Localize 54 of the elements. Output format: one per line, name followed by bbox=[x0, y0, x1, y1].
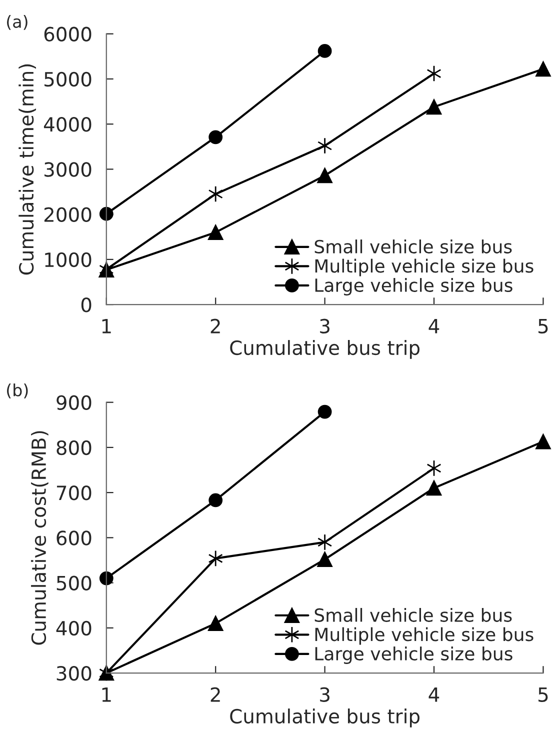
point bbox=[317, 534, 332, 551]
point bbox=[208, 493, 223, 508]
x-tick-label: 5 bbox=[538, 319, 548, 334]
point bbox=[208, 224, 224, 240]
point bbox=[317, 552, 332, 567]
point bbox=[208, 550, 223, 567]
x-tick-label: 2 bbox=[210, 687, 220, 702]
x-tick-label: 1 bbox=[102, 319, 111, 334]
y-tick-label: 700 bbox=[56, 486, 92, 500]
point bbox=[318, 404, 332, 419]
y-tick-label: 5000 bbox=[44, 72, 92, 87]
x-tick-label: 3 bbox=[320, 687, 330, 702]
point bbox=[536, 61, 551, 77]
point bbox=[317, 168, 332, 184]
y-axis-title: Cumulative time(min) bbox=[18, 64, 36, 275]
y-tick-label: 600 bbox=[56, 530, 92, 546]
point bbox=[426, 480, 442, 496]
x-tick-label: 5 bbox=[538, 688, 548, 702]
legend-label: Small vehicle size bus bbox=[314, 608, 512, 622]
legend-label: Multiple vehicle size bus bbox=[315, 258, 534, 276]
y-tick-label: 900 bbox=[56, 395, 92, 410]
legend-label: Small vehicle size bus bbox=[314, 240, 512, 254]
point bbox=[208, 130, 223, 144]
y-axis-title: Cumulative cost(RMB) bbox=[31, 431, 48, 645]
point bbox=[318, 44, 332, 58]
y-tick-label: 400 bbox=[56, 620, 92, 636]
x-axis-title: Cumulative bus trip bbox=[230, 708, 420, 728]
point bbox=[317, 137, 332, 154]
y-tick-label: 4000 bbox=[44, 117, 92, 132]
x-tick-label: 2 bbox=[210, 318, 220, 334]
y-tick-label: 0 bbox=[81, 298, 92, 312]
y-tick-label: 3000 bbox=[44, 162, 92, 177]
y-tick-label: 800 bbox=[56, 440, 92, 456]
y-tick-label: 2000 bbox=[44, 207, 92, 222]
legend-label: Multiple vehicle size bus bbox=[315, 627, 534, 645]
point bbox=[208, 616, 224, 632]
x-tick-label: 4 bbox=[428, 319, 440, 334]
x-axis-title: Cumulative bus trip bbox=[230, 340, 420, 359]
y-tick-label: 300 bbox=[56, 666, 92, 681]
y-tick-label: 6000 bbox=[44, 26, 92, 42]
chart-title: (b) bbox=[7, 384, 28, 398]
x-tick-label: 4 bbox=[428, 688, 440, 702]
point bbox=[208, 186, 223, 202]
chart-title: (a) bbox=[7, 15, 28, 30]
point bbox=[99, 206, 114, 221]
y-tick-label: 1000 bbox=[45, 252, 92, 268]
x-tick-label: 3 bbox=[320, 318, 330, 334]
y-tick-label: 500 bbox=[56, 576, 92, 590]
legend-label: Large vehicle size bus bbox=[315, 646, 512, 664]
x-tick-label: 1 bbox=[102, 688, 111, 702]
legend-label: Large vehicle size bus bbox=[315, 278, 512, 296]
point bbox=[426, 99, 442, 115]
point bbox=[536, 434, 551, 450]
point bbox=[99, 571, 114, 586]
